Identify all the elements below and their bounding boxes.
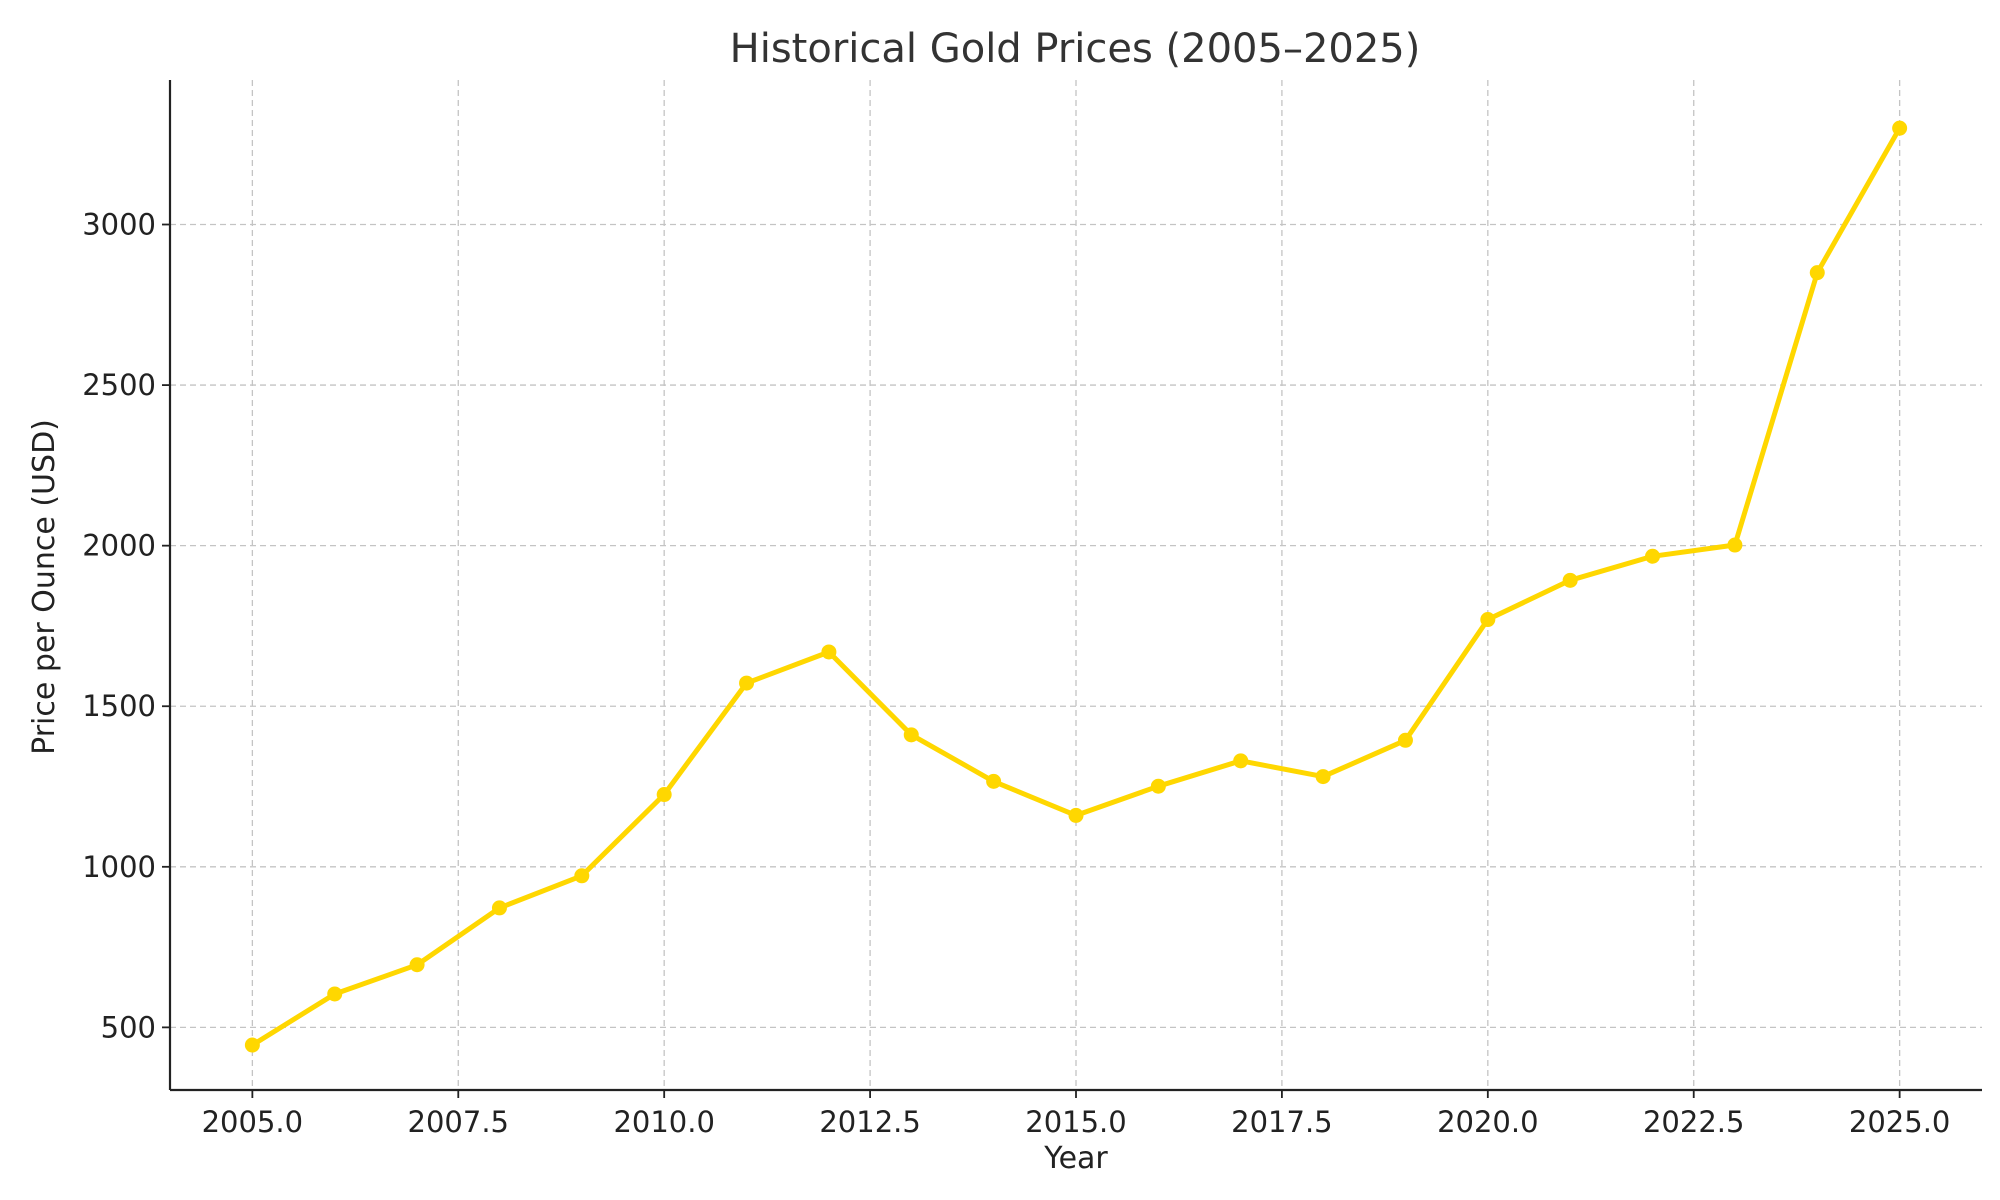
data-point bbox=[1068, 807, 1084, 823]
chart-title: Historical Gold Prices (2005–2025) bbox=[730, 26, 1421, 72]
x-tick-label: 2012.5 bbox=[819, 1105, 920, 1139]
data-point bbox=[656, 787, 672, 803]
data-point bbox=[1562, 572, 1578, 588]
data-point bbox=[821, 644, 837, 660]
data-point bbox=[327, 986, 343, 1002]
data-point bbox=[1809, 265, 1825, 281]
data-point bbox=[491, 900, 507, 916]
data-point bbox=[986, 773, 1002, 789]
data-point bbox=[739, 675, 755, 691]
y-tick-label: 2000 bbox=[82, 529, 156, 563]
data-point bbox=[244, 1037, 260, 1053]
y-tick-label: 2500 bbox=[82, 368, 156, 402]
x-axis-ticks: 2005.0 2007.5 2010.0 2012.5 2015.0 2017.5 2020… bbox=[202, 1090, 1950, 1139]
x-tick-label: 2015.0 bbox=[1025, 1105, 1126, 1139]
x-tick-label: 2022.5 bbox=[1643, 1105, 1744, 1139]
x-tick-label: 2017.5 bbox=[1231, 1105, 1332, 1139]
y-axis-label: Price per Ounce (USD) bbox=[27, 419, 62, 755]
data-point bbox=[1397, 732, 1413, 748]
data-point bbox=[1480, 612, 1496, 628]
data-point bbox=[574, 868, 590, 884]
x-axis-label: Year bbox=[1043, 1141, 1108, 1176]
data-point bbox=[903, 727, 919, 743]
y-axis-ticks: 500 1000 1500 2000 2500 3000 bbox=[82, 208, 170, 1044]
price-series bbox=[244, 120, 1908, 1053]
y-tick-label: 1000 bbox=[82, 850, 156, 884]
x-tick-label: 2025.0 bbox=[1849, 1105, 1950, 1139]
data-point bbox=[1315, 769, 1331, 785]
x-tick-label: 2007.5 bbox=[408, 1105, 509, 1139]
data-point bbox=[1233, 753, 1249, 769]
data-point bbox=[1892, 120, 1908, 136]
grid-lines bbox=[170, 80, 1982, 1090]
x-tick-label: 2005.0 bbox=[202, 1105, 303, 1139]
data-point bbox=[409, 957, 425, 973]
y-tick-label: 3000 bbox=[82, 208, 156, 242]
data-point bbox=[1645, 548, 1661, 564]
data-point bbox=[1150, 778, 1166, 794]
y-tick-label: 1500 bbox=[82, 689, 156, 723]
data-point bbox=[1727, 537, 1743, 553]
x-tick-label: 2010.0 bbox=[613, 1105, 714, 1139]
x-tick-label: 2020.0 bbox=[1437, 1105, 1538, 1139]
y-tick-label: 500 bbox=[101, 1010, 156, 1044]
